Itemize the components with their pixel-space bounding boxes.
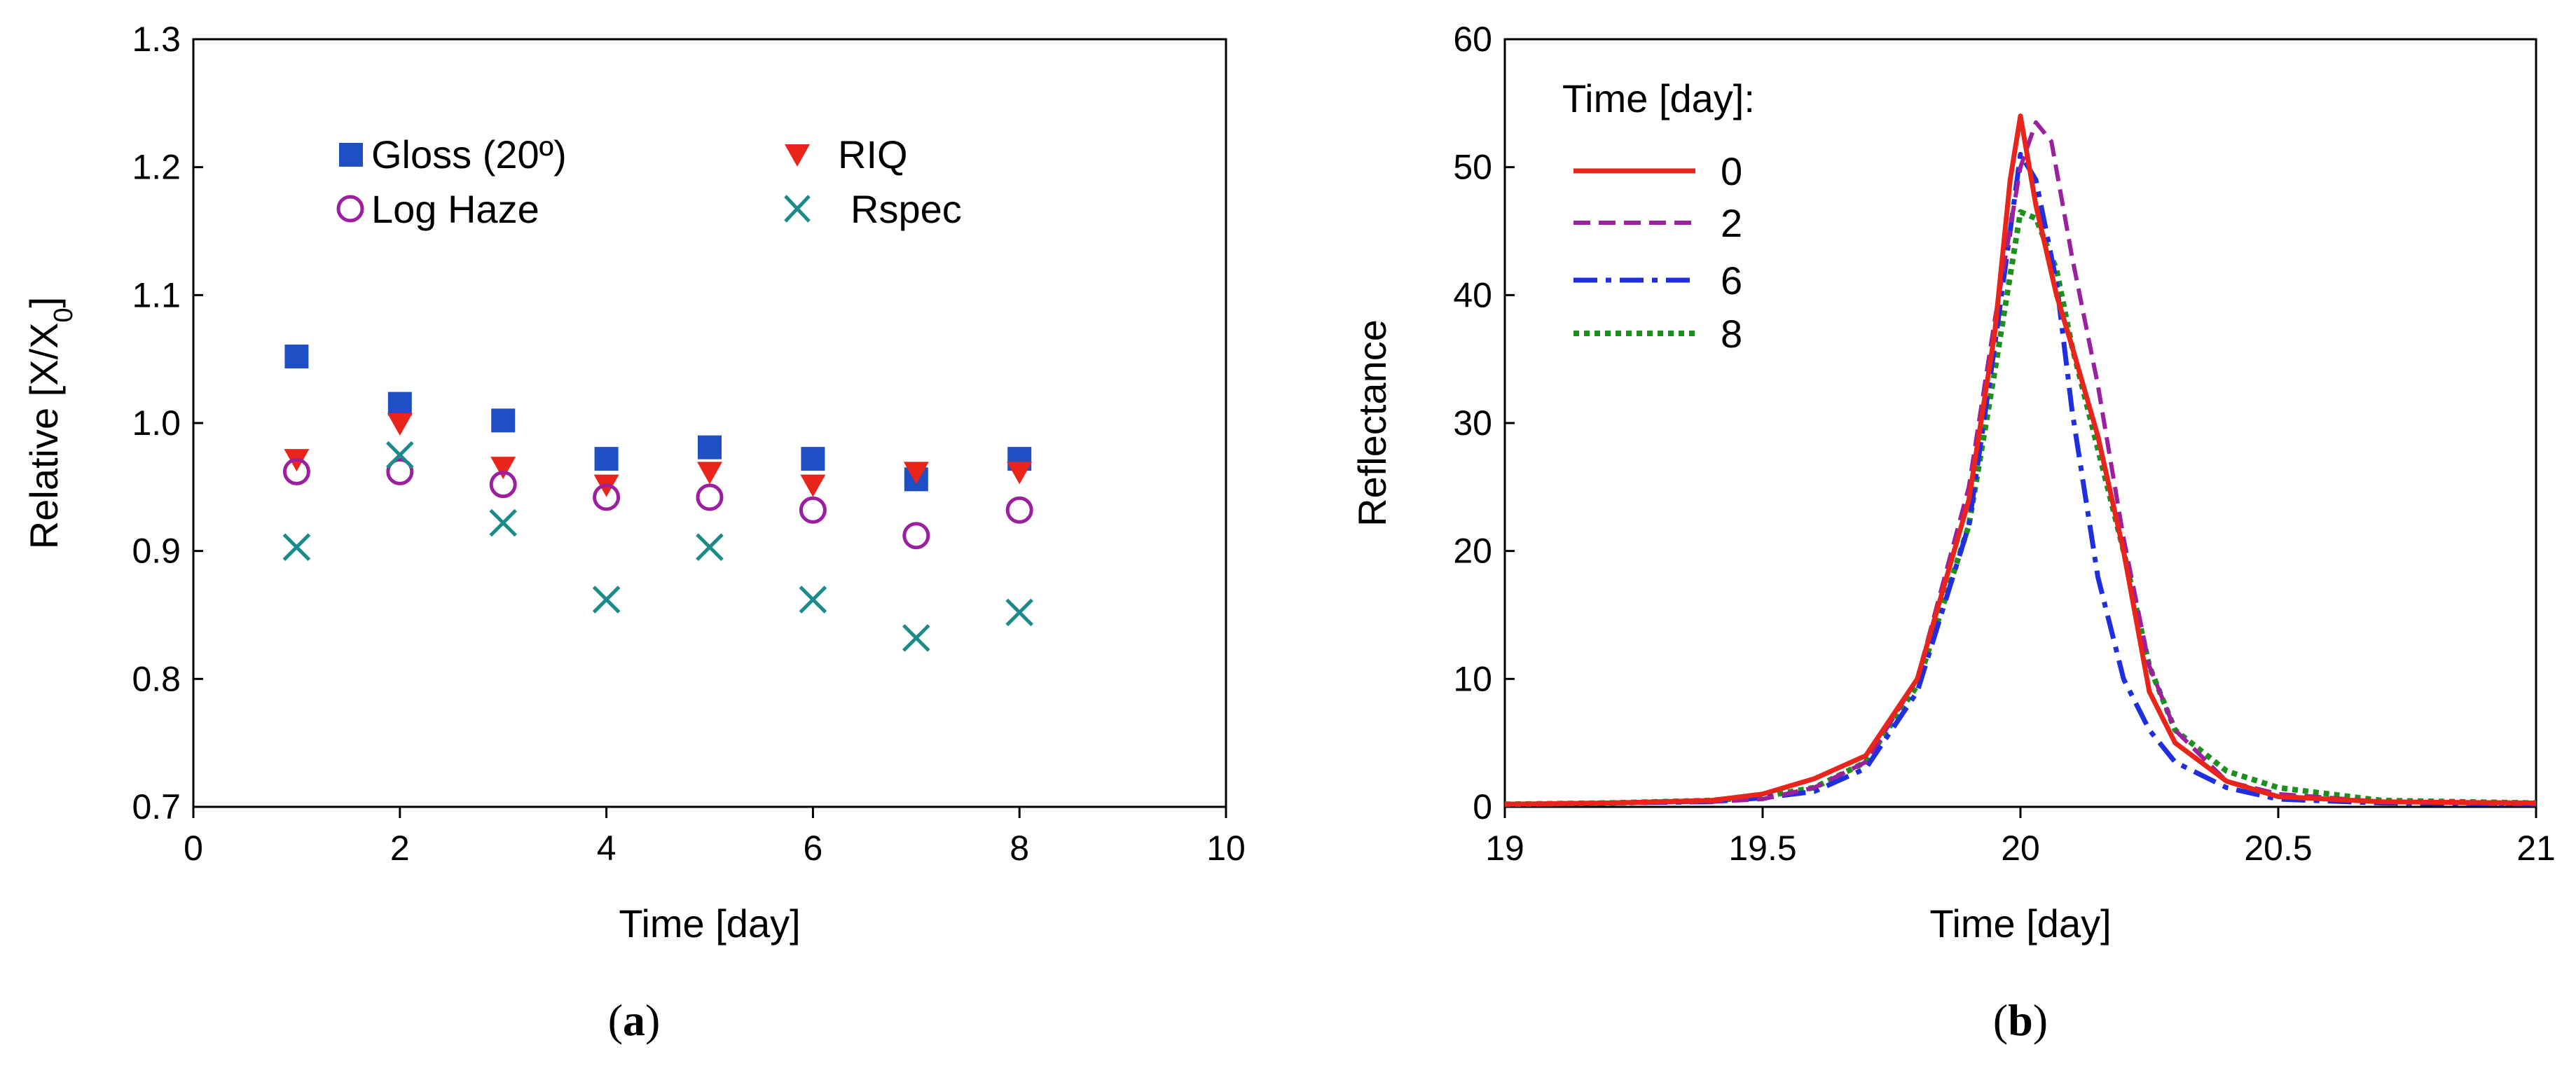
x-tick-label: 6: [803, 829, 822, 868]
legend-label-rspec: Rspec: [850, 187, 962, 231]
chart-b-lines: [1504, 113, 2537, 808]
point-log-haze: [593, 483, 621, 511]
x-tick-label: 19.5: [1728, 829, 1796, 868]
series-line-6: [1504, 151, 2537, 807]
point-riq: [387, 413, 413, 436]
point-gloss-20: [594, 447, 619, 471]
point-log-haze: [902, 522, 930, 550]
point-riq: [490, 457, 516, 480]
chart-a: 0.7 0.8 0.9 1.0 1.1 1.2 1.3 0 2 4 6 8 10 Gloss (20º…: [22, 20, 1246, 1045]
chart-b-x-axis-label: Time [day]: [1929, 901, 2111, 946]
legend-label-8: 8: [1721, 312, 1742, 356]
y-tick-label: 40: [1453, 275, 1492, 314]
x-tick-label: 20.5: [2244, 829, 2312, 868]
point-riq: [800, 474, 826, 497]
chart-a-points: [282, 345, 1033, 652]
y-tick-label: 50: [1453, 148, 1492, 187]
point-rspec: [902, 624, 930, 652]
chart-a-x-ticks: 0 2 4 6 8 10: [184, 807, 1246, 868]
chart-b-x-ticks: 19 19.5 20 20.5 21: [1485, 807, 2556, 868]
point-log-haze: [282, 457, 310, 485]
y-tick-label: 1.1: [132, 275, 181, 314]
chart-b-legend: Time [day]: 0 2 6 8: [1562, 76, 1755, 356]
point-riq: [697, 462, 722, 485]
chart-a-y-ticks: 0.7 0.8 0.9 1.0 1.1 1.2 1.3: [132, 20, 203, 826]
y-tick-label: 0: [1473, 787, 1492, 826]
chart-a-x-axis-label: Time [day]: [619, 901, 800, 946]
chart-a-y-axis-label: Relative [X/X0]: [22, 297, 78, 549]
legend-marker-riq: [785, 144, 810, 167]
legend-label-gloss: Gloss (20º): [371, 132, 567, 176]
point-rspec: [696, 533, 724, 561]
chart-b-legend-title: Time [day]:: [1562, 76, 1755, 120]
point-rspec: [282, 533, 311, 561]
series-line-2: [1504, 120, 2537, 807]
point-log-haze: [799, 496, 827, 524]
y-tick-label: 60: [1453, 20, 1492, 59]
point-riq: [903, 462, 929, 485]
point-gloss-20: [801, 447, 825, 471]
x-tick-label: 2: [390, 829, 410, 868]
x-tick-label: 21: [2516, 829, 2556, 868]
y-tick-label: 0.7: [132, 787, 181, 826]
chart-b-y-ticks: 0 10 20 30 40 50 60: [1453, 20, 1515, 826]
point-rspec: [1005, 598, 1033, 627]
legend-label-2: 2: [1721, 201, 1742, 245]
chart-a-panel-label: (a): [608, 995, 661, 1045]
y-tick-label: 1.3: [132, 20, 181, 59]
point-gloss-20: [698, 435, 722, 459]
point-gloss-20: [491, 408, 516, 433]
legend-label-loghaze: Log Haze: [371, 187, 539, 231]
chart-b-panel-label: (b): [1993, 995, 2048, 1045]
x-tick-label: 8: [1010, 829, 1029, 868]
x-tick-label: 0: [184, 829, 203, 868]
y-tick-label: 10: [1453, 659, 1492, 698]
y-tick-label: 20: [1453, 532, 1492, 571]
point-log-haze: [489, 471, 517, 499]
series-line-8: [1504, 209, 2537, 808]
y-tick-label: 0.9: [132, 532, 181, 571]
x-tick-label: 19: [1485, 829, 1524, 868]
y-tick-label: 0.8: [132, 659, 181, 698]
x-tick-label: 10: [1206, 829, 1246, 868]
x-tick-label: 4: [597, 829, 617, 868]
legend-marker-loghaze: [336, 195, 364, 223]
point-rspec: [592, 586, 621, 614]
legend-label-riq: RIQ: [838, 132, 908, 176]
y-tick-label: 30: [1453, 403, 1492, 443]
chart-b-y-axis-label: Reflectance: [1350, 319, 1394, 527]
x-tick-label: 20: [2001, 829, 2040, 868]
point-rspec: [799, 586, 827, 614]
point-rspec: [386, 441, 414, 469]
legend-label-0: 0: [1721, 149, 1742, 193]
point-log-haze: [696, 483, 724, 511]
y-tick-label: 1.0: [132, 403, 181, 443]
point-gloss-20: [284, 345, 309, 369]
series-line-0: [1504, 113, 2537, 807]
legend-label-6: 6: [1721, 258, 1742, 303]
legend-marker-rspec: [784, 195, 811, 223]
legend-marker-gloss: [339, 143, 363, 167]
point-gloss-20: [387, 392, 412, 416]
point-log-haze: [1005, 496, 1033, 524]
point-rspec: [489, 508, 517, 537]
chart-a-legend: Gloss (20º) RIQ Log Haze Rspec: [336, 132, 962, 231]
point-log-haze: [386, 457, 414, 485]
point-riq: [1007, 462, 1033, 485]
y-tick-label: 1.2: [132, 148, 181, 187]
